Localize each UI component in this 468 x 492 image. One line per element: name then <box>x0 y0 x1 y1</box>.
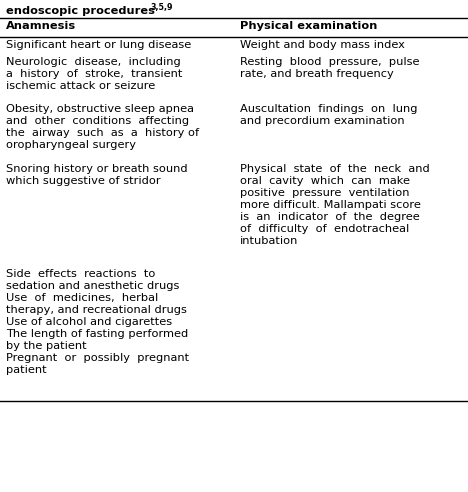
Text: Anamnesis: Anamnesis <box>6 21 76 31</box>
Text: Neurologic  disease,  including
a  history  of  stroke,  transient
ischemic atta: Neurologic disease, including a history … <box>6 57 182 91</box>
Text: endoscopic procedures: endoscopic procedures <box>6 6 154 16</box>
Text: Physical examination: Physical examination <box>240 21 377 31</box>
Text: Auscultation  findings  on  lung
and precordium examination: Auscultation findings on lung and precor… <box>240 103 417 125</box>
Text: Obesity, obstructive sleep apnea
and  other  conditions  affecting
the  airway  : Obesity, obstructive sleep apnea and oth… <box>6 103 199 150</box>
Text: Snoring history or breath sound
which suggestive of stridor: Snoring history or breath sound which su… <box>6 164 187 186</box>
Text: 3,5,9: 3,5,9 <box>151 3 173 12</box>
Text: Significant heart or lung disease: Significant heart or lung disease <box>6 39 191 50</box>
Text: Resting  blood  pressure,  pulse
rate, and breath frequency: Resting blood pressure, pulse rate, and … <box>240 57 419 79</box>
Text: Side  effects  reactions  to
sedation and anesthetic drugs
Use  of  medicines,  : Side effects reactions to sedation and a… <box>6 269 189 375</box>
Text: Weight and body mass index: Weight and body mass index <box>240 39 404 50</box>
Text: Physical  state  of  the  neck  and
oral  cavity  which  can  make
positive  pre: Physical state of the neck and oral cavi… <box>240 164 429 246</box>
